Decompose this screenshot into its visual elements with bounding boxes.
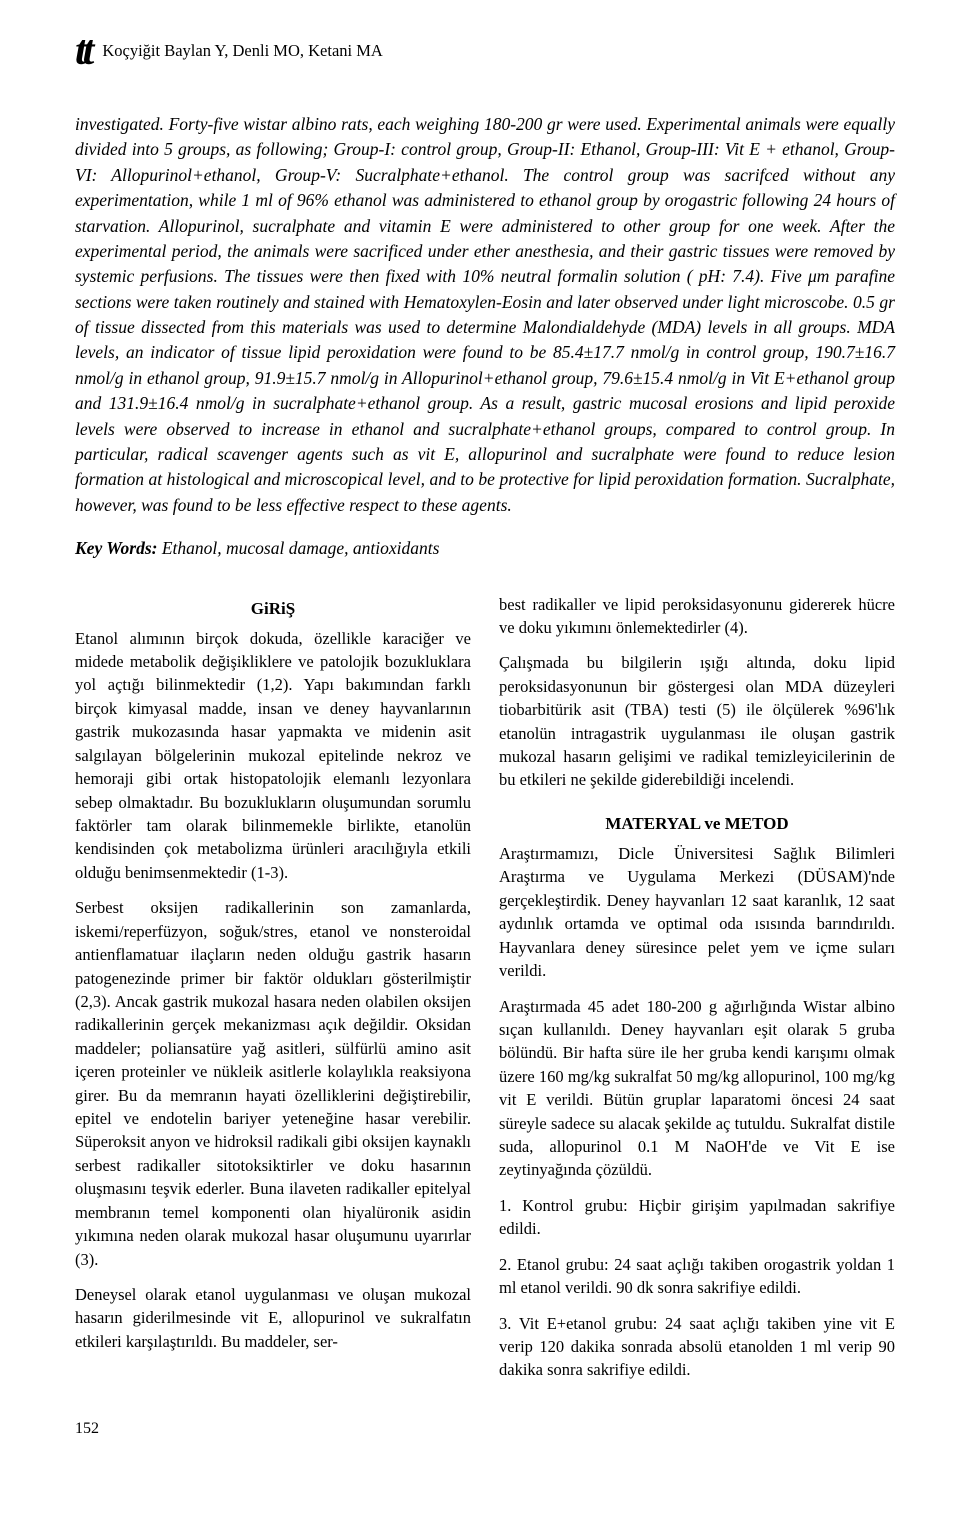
body-paragraph: Serbest oksijen radikallerinin son zaman… <box>75 896 471 1271</box>
page-header: tt Koçyiğit Baylan Y, Denli MO, Ketani M… <box>75 30 895 72</box>
body-paragraph: best radikaller ve lipid peroksidasyonun… <box>499 593 895 640</box>
body-paragraph: Araştırmamızı, Dicle Üniversitesi Sağlık… <box>499 842 895 983</box>
journal-logo: tt <box>75 30 90 72</box>
abstract-text: investigated. Forty-five wistar albino r… <box>75 112 895 518</box>
left-column: GiRiŞ Etanol alımının birçok dokuda, öze… <box>75 593 471 1394</box>
keywords-row: Key Words: Ethanol, mucosal damage, anti… <box>75 536 895 561</box>
body-paragraph: Etanol alımının birçok dokuda, özellikle… <box>75 627 471 885</box>
body-paragraph: Deneysel olarak etanol uygulanması ve ol… <box>75 1283 471 1353</box>
page-number: 152 <box>75 1418 895 1440</box>
giris-heading: GiRiŞ <box>75 597 471 621</box>
right-column: best radikaller ve lipid peroksidasyonun… <box>499 593 895 1394</box>
keywords-text: Ethanol, mucosal damage, antioxidants <box>157 538 439 558</box>
body-paragraph: Çalışmada bu bilgilerin ışığı altında, d… <box>499 651 895 792</box>
body-paragraph: Araştırmada 45 adet 180-200 g ağırlığınd… <box>499 995 895 1182</box>
materyal-heading: MATERYAL ve METOD <box>499 812 895 836</box>
body-columns: GiRiŞ Etanol alımının birçok dokuda, öze… <box>75 593 895 1394</box>
body-paragraph: 2. Etanol grubu: 24 saat açlığı takiben … <box>499 1253 895 1300</box>
body-paragraph: 1. Kontrol grubu: Hiçbir girişim yapılma… <box>499 1194 895 1241</box>
body-paragraph: 3. Vit E+etanol grubu: 24 saat açlığı ta… <box>499 1312 895 1382</box>
keywords-label: Key Words: <box>75 538 157 558</box>
authors-text: Koçyiğit Baylan Y, Denli MO, Ketani MA <box>102 39 382 62</box>
